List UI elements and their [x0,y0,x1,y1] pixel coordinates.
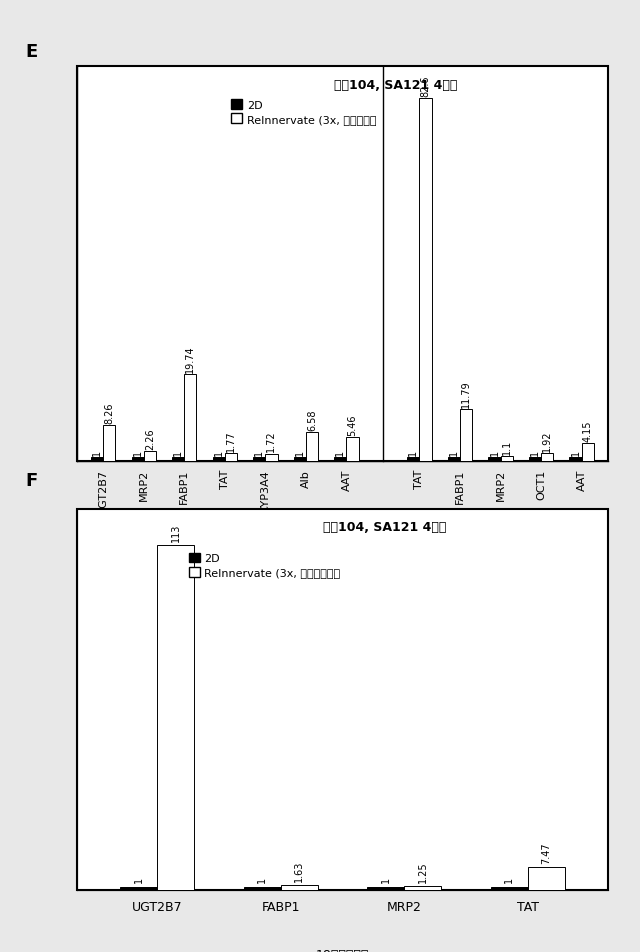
Text: 4.15: 4.15 [583,420,593,442]
Text: 1.1: 1.1 [502,440,511,455]
Text: 1: 1 [335,449,346,455]
Bar [404,886,441,890]
Bar [528,867,564,890]
Bar [500,457,513,462]
Text: 5.46: 5.46 [348,414,358,436]
Text: 1: 1 [254,449,264,455]
Bar [346,438,358,462]
Text: 8.26: 8.26 [104,402,114,424]
Bar [334,457,346,462]
Bar [541,453,553,462]
Bar [582,444,594,462]
Text: 1: 1 [134,877,143,883]
Text: 1: 1 [132,449,143,455]
Text: E: E [26,43,38,61]
Text: 1: 1 [381,877,390,883]
Bar [280,885,317,890]
Text: 6.58: 6.58 [307,409,317,430]
Bar [491,887,528,890]
Text: 1.25: 1.25 [418,861,428,882]
Text: 1: 1 [257,877,267,883]
Text: 7.47: 7.47 [541,842,551,863]
Bar [294,457,306,462]
Text: 11.79: 11.79 [461,380,471,407]
Text: 18日目に分析: 18日目に分析 [198,534,252,546]
Bar [91,457,103,462]
Text: 1: 1 [571,449,580,455]
Bar [172,457,184,462]
Legend: 2D, ReInnervate (3x, マトリゲル）: 2D, ReInnervate (3x, マトリゲル） [189,553,340,578]
Bar [184,375,196,462]
Bar [367,887,404,890]
Bar [570,457,582,462]
Text: 1.77: 1.77 [226,430,236,452]
Text: 1: 1 [295,449,305,455]
Text: 1.63: 1.63 [294,860,304,881]
Text: 2.26: 2.26 [145,428,155,449]
Legend: 2D, ReInnervate (3x, ゼラチン）: 2D, ReInnervate (3x, ゼラチン） [231,100,376,125]
Text: 1: 1 [504,877,514,883]
Text: 1: 1 [173,449,183,455]
Bar [407,457,419,462]
Text: 1: 1 [530,449,540,455]
Text: 1: 1 [92,449,102,455]
Bar [120,887,157,890]
Text: 18日目に分析: 18日目に分析 [316,948,369,952]
Bar [157,545,194,890]
Bar [103,426,115,462]
Bar [253,457,266,462]
Text: 1: 1 [490,449,499,455]
Text: 1.72: 1.72 [266,430,276,452]
Text: F: F [26,471,38,489]
Bar [132,457,144,462]
Bar [488,457,500,462]
Bar [244,887,280,890]
Text: 実験104, SA121 4日目: 実験104, SA121 4日目 [323,521,447,534]
Text: 113: 113 [171,523,180,542]
Bar [77,509,608,890]
Text: 82.6: 82.6 [420,75,431,97]
Bar [419,99,431,462]
Text: 1.92: 1.92 [542,429,552,451]
Bar [306,433,318,462]
Bar [144,452,156,462]
Bar [529,457,541,462]
Bar [77,67,608,462]
Bar [212,457,225,462]
Bar [460,410,472,462]
Text: 1: 1 [214,449,224,455]
Text: 1: 1 [449,449,459,455]
Text: 22日目に分析: 22日目に分析 [474,534,527,546]
Text: 実験104, SA121 4日目: 実験104, SA121 4日目 [334,78,457,91]
Bar [266,454,278,462]
Text: 19.74: 19.74 [186,346,195,373]
Text: 1: 1 [408,449,419,455]
Bar [448,457,460,462]
Bar [225,454,237,462]
